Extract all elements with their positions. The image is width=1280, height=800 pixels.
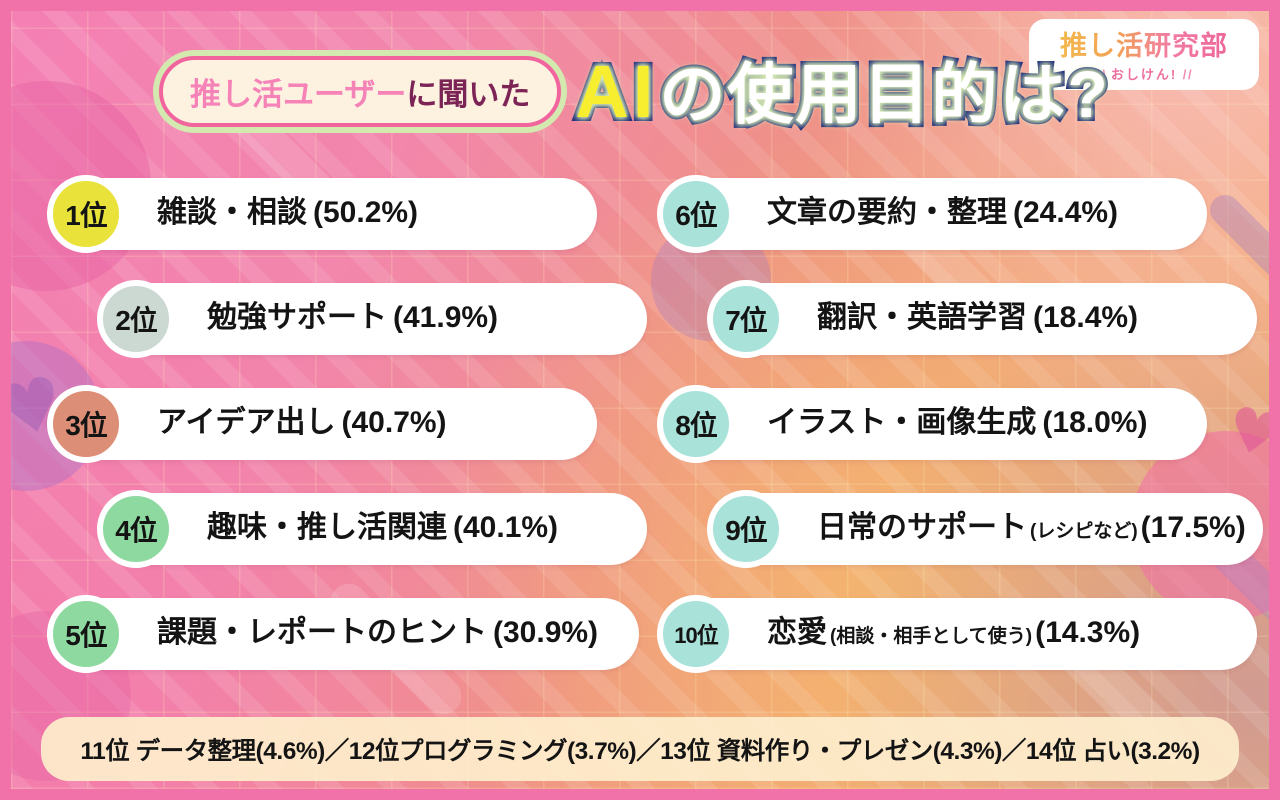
ranking-row-9: 日常のサポート (レシピなど) (17.5%) 9位 [707,490,1263,568]
ranking-pill: 日常のサポート (レシピなど) (17.5%) [723,493,1263,565]
rank-badge: 5位 [47,595,125,673]
ranking-value: (41.9%) [393,301,499,334]
ranking-row-7: 翻訳・英語学習 (18.4%) 7位 [707,280,1257,358]
ranking-note: (レシピなど) [1030,521,1138,542]
header-badge-highlight: 推し活ユーザー [190,77,407,113]
sparkle-right-decoration: / / [1182,67,1192,82]
ranking-label: アイデア出し [157,406,336,439]
ranking-label: 課題・レポートのヒント [157,616,487,649]
header-badge: 推し活ユーザーに聞いた [159,56,562,128]
page-header: 推し活ユーザーに聞いた AIの使用目的は? [159,47,1112,136]
ranking-row-5: 課題・レポートのヒント (30.9%) 5位 [47,595,639,673]
footer-lower-ranks: 11位 データ整理(4.6%)／12位プログラミング(3.7%)／13位 資料作… [41,717,1239,781]
ranking-label: 日常のサポート [817,511,1027,544]
ranking-row-1: 雑談・相談 (50.2%) 1位 [47,175,597,253]
ranking-row-10: 恋愛 (相談・相手として使う) (14.3%) 10位 [657,595,1257,673]
ranking-label: 勉強サポート [207,301,387,334]
ranking-pill: 雑談・相談 (50.2%) [63,178,597,250]
footer-lower-ranks-text: 11位 データ整理(4.6%)／12位プログラミング(3.7%)／13位 資料作… [80,737,1200,765]
ranking-row-8: イラスト・画像生成 (18.0%) 8位 [657,385,1207,463]
rank-badge: 4位 [97,490,175,568]
ranking-label: 翻訳・英語学習 [817,301,1027,334]
ranking-label: 恋愛 [767,616,827,649]
ranking-value: (40.1%) [453,511,559,544]
logo-title: 推し活研究部 [1037,24,1251,63]
ranking-pill: 恋愛 (相談・相手として使う) (14.3%) [673,598,1257,670]
page-title-ai: AI [571,47,658,136]
ranking-value: (40.7%) [341,406,447,439]
ranking-pill: イラスト・画像生成 (18.0%) [673,388,1207,460]
ranking-row-3: アイデア出し (40.7%) 3位 [47,385,597,463]
ranking-note: (相談・相手として使う) [830,626,1033,647]
ranking-row-6: 文章の要約・整理 (24.4%) 6位 [657,175,1207,253]
ranking-label: 雑談・相談 [157,196,307,229]
ranking-value: (50.2%) [313,196,419,229]
logo-subtitle: \ \ おしけん! / / [1037,64,1251,83]
ranking-pill: 文章の要約・整理 (24.4%) [673,178,1207,250]
rank-badge: 2位 [97,280,175,358]
rank-badge: 3位 [47,385,125,463]
rank-badge: 7位 [707,280,785,358]
ranking-row-4: 趣味・推し活関連 (40.1%) 4位 [97,490,647,568]
ranking-label: イラスト・画像生成 [767,406,1037,439]
ranking-pill: 勉強サポート (41.9%) [113,283,647,355]
rank-badge: 10位 [657,595,735,673]
ranking-pill: 翻訳・英語学習 (18.4%) [723,283,1257,355]
rank-badge: 9位 [707,490,785,568]
logo-subtitle-text: おしけん! [1110,67,1178,82]
ranking-value: (14.3%) [1035,616,1141,649]
rank-badge: 8位 [657,385,735,463]
ranking-value: (18.0%) [1042,406,1148,439]
ranking-row-2: 勉強サポート (41.9%) 2位 [97,280,647,358]
site-logo: 推し活研究部 \ \ おしけん! / / [1029,19,1259,90]
rank-badge: 6位 [657,175,735,253]
ranking-pill: 課題・レポートのヒント (30.9%) [63,598,639,670]
ranking-label: 文章の要約・整理 [767,196,1007,229]
ranking-value: (18.4%) [1033,301,1139,334]
ranking-value: (17.5%) [1140,511,1246,544]
header-badge-rest: に聞いた [406,77,531,113]
page-title: AIの使用目的は? [571,47,1111,136]
rank-badge: 1位 [47,175,125,253]
page-title-rest: の使用目的は? [655,54,1111,135]
heart-icon: ♥ [1219,392,1280,474]
ranking-label: 趣味・推し活関連 [207,511,447,544]
ranking-pill: 趣味・推し活関連 (40.1%) [113,493,647,565]
ranking-value: (24.4%) [1013,196,1119,229]
ranking-pill: アイデア出し (40.7%) [63,388,597,460]
sparkle-left-decoration: \ \ [1097,67,1106,82]
ranking-value: (30.9%) [493,616,599,649]
